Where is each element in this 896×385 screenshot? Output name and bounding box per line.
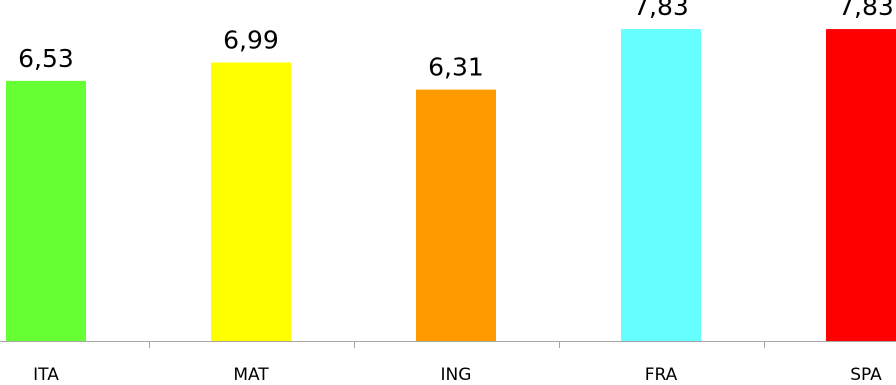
x-tick-labels-group: ITA MAT ING FRA SPA — [33, 365, 882, 385]
data-labels-group: 6,53 6,99 6,31 7,83 7,83 — [18, 0, 894, 82]
x-tick-label-ita: ITA — [33, 365, 59, 385]
bars-group — [6, 29, 896, 342]
bar-mat — [211, 62, 291, 342]
data-label-ing: 6,31 — [428, 53, 484, 82]
data-label-mat: 6,99 — [223, 26, 279, 55]
data-label-fra: 7,83 — [633, 0, 689, 21]
x-axis — [0, 341, 896, 348]
x-tick-label-fra: FRA — [645, 365, 678, 385]
bar-ita — [6, 80, 86, 341]
x-tick-label-spa: SPA — [850, 365, 882, 385]
data-label-ita: 6,53 — [18, 44, 74, 73]
bar-ing — [416, 89, 496, 341]
bar-spa — [826, 29, 896, 342]
x-tick-label-mat: MAT — [233, 365, 269, 385]
x-tick-label-ing: ING — [441, 365, 472, 385]
data-label-spa: 7,83 — [838, 0, 894, 21]
bar-fra — [621, 29, 701, 342]
